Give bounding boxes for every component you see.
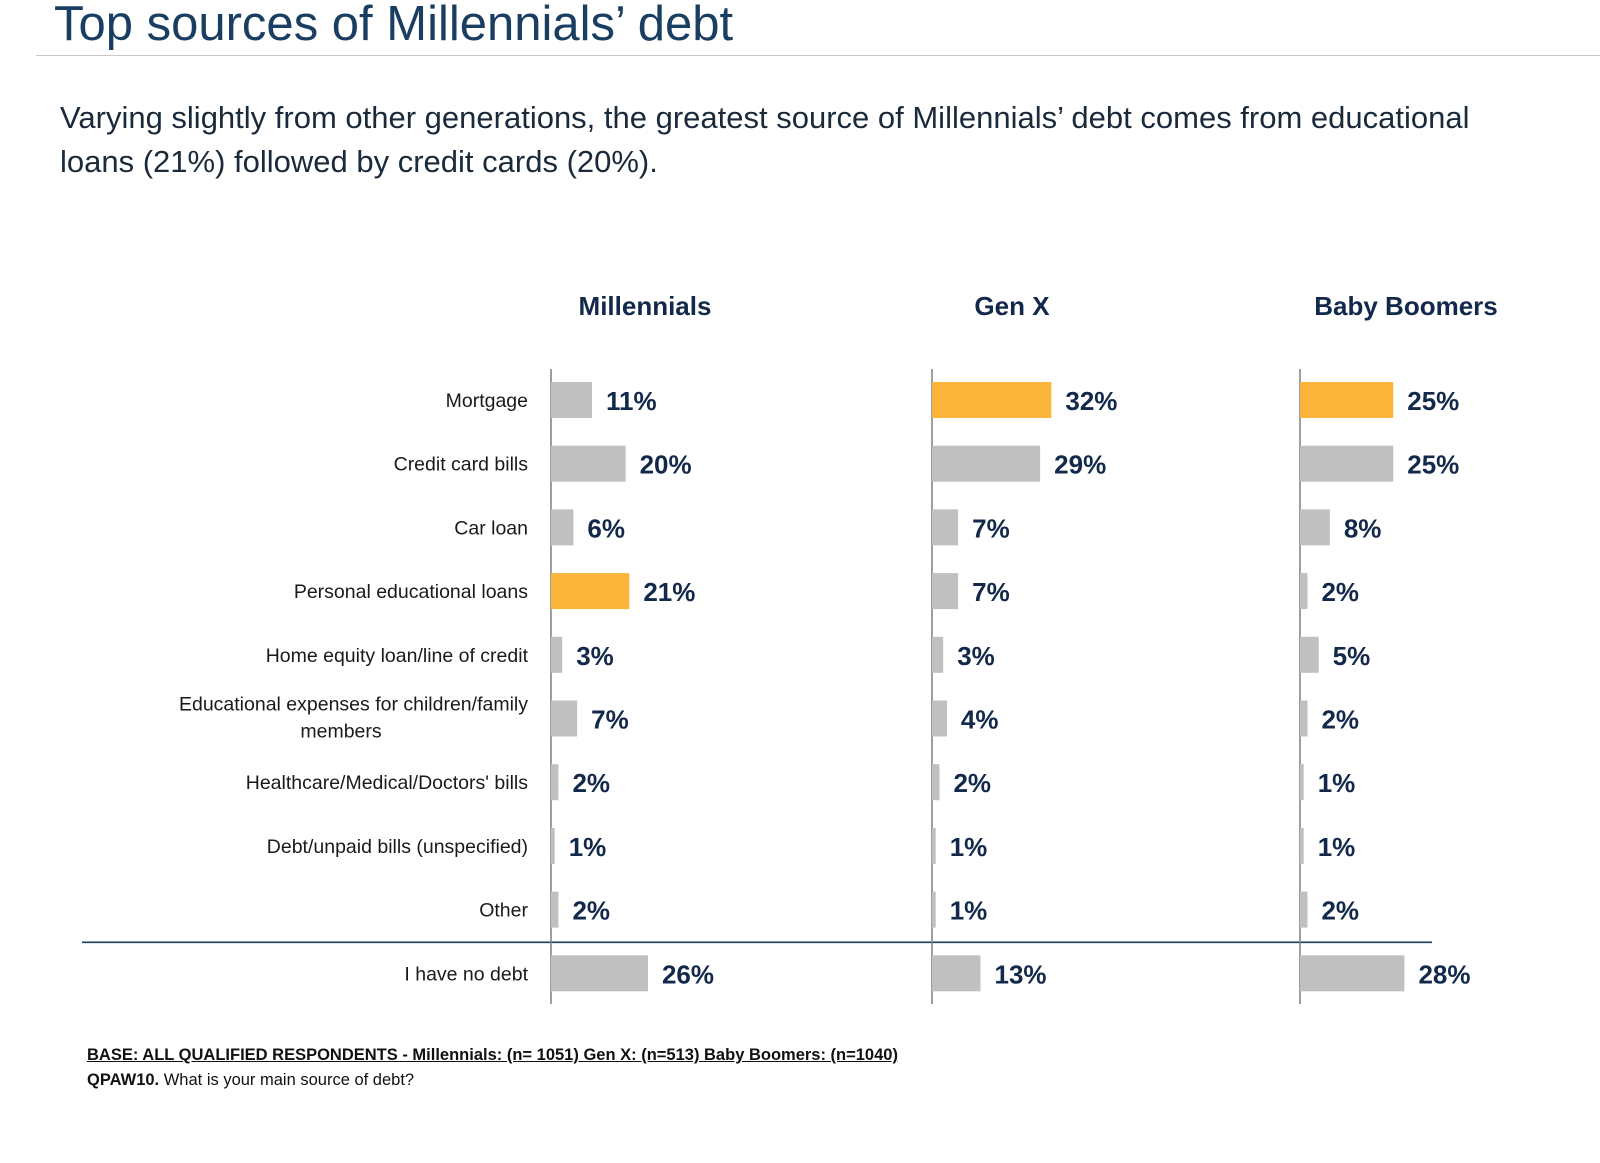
data-label: 1% <box>950 896 988 926</box>
panel-header: Gen X <box>974 291 1050 321</box>
bar <box>932 382 1052 418</box>
bar <box>932 827 936 864</box>
bar <box>551 891 559 928</box>
data-label: 25% <box>1407 450 1459 480</box>
data-label: 6% <box>587 513 625 543</box>
bar <box>551 573 630 610</box>
category-label: I have no debt <box>404 963 528 985</box>
slide-title: Top sources of Millennials’ debt <box>54 0 734 51</box>
bar <box>1300 382 1394 418</box>
footnote-question: QPAW10. What is your main source of debt… <box>87 1071 414 1090</box>
bar <box>1300 636 1319 673</box>
footnote-base: BASE: ALL QUALIFIED RESPONDENTS - Millen… <box>87 1046 898 1064</box>
bar <box>932 573 959 610</box>
data-label: 1% <box>1318 832 1356 862</box>
bar <box>1300 509 1330 546</box>
data-label: 25% <box>1407 386 1459 416</box>
category-label: Car loan <box>454 517 528 539</box>
data-label: 7% <box>591 705 629 735</box>
panel-header: Millennials <box>579 291 712 321</box>
bar <box>932 636 944 673</box>
category-label: Personal educational loans <box>294 581 528 603</box>
data-label: 26% <box>662 959 714 989</box>
data-label: 2% <box>953 768 991 798</box>
category-label: Home equity loan/line of credit <box>266 645 529 667</box>
slide-subtitle: Varying slightly from other generations,… <box>60 100 1470 179</box>
bar <box>551 700 578 737</box>
bar <box>551 955 648 992</box>
bar <box>932 764 940 801</box>
question-text: What is your main source of debt? <box>159 1071 415 1089</box>
data-label: 2% <box>1321 896 1359 926</box>
data-label: 7% <box>972 513 1010 543</box>
data-label: 1% <box>950 832 988 862</box>
bar <box>551 636 563 673</box>
data-label: 7% <box>972 577 1010 607</box>
bar <box>1300 827 1304 864</box>
category-label: Credit card bills <box>394 454 529 476</box>
bar <box>932 445 1041 482</box>
bar <box>551 445 626 482</box>
data-label: 32% <box>1065 386 1117 416</box>
data-label: 13% <box>994 959 1046 989</box>
bar <box>551 764 559 801</box>
bar <box>1300 764 1304 801</box>
data-label: 2% <box>1321 577 1359 607</box>
data-label: 8% <box>1344 513 1382 543</box>
data-label: 21% <box>643 577 695 607</box>
data-label: 20% <box>640 450 692 480</box>
data-label: 29% <box>1054 450 1106 480</box>
data-label: 1% <box>1318 768 1356 798</box>
category-label: Healthcare/Medical/Doctors' bills <box>246 772 528 794</box>
bar <box>932 700 947 737</box>
debt-sources-chart: Mortgage Credit card bills Car loan Persona… <box>82 291 1498 1004</box>
question-code: QPAW10. <box>87 1071 160 1089</box>
category-label: Other <box>479 900 528 922</box>
bar <box>551 382 593 418</box>
bar <box>932 509 959 546</box>
data-label: 2% <box>1321 705 1359 735</box>
bar <box>1300 573 1308 610</box>
bar <box>1300 955 1405 992</box>
bar <box>1300 891 1308 928</box>
data-label: 1% <box>569 832 607 862</box>
bar <box>551 827 555 864</box>
data-label: 11% <box>606 386 657 416</box>
data-label: 2% <box>572 768 610 798</box>
data-label: 3% <box>957 641 995 671</box>
category-label: Debt/unpaid bills (unspecified) <box>267 836 528 858</box>
data-label: 28% <box>1418 959 1470 989</box>
bar <box>932 891 936 928</box>
data-label: 4% <box>961 705 999 735</box>
category-label: Mortgage <box>446 390 528 412</box>
data-label: 5% <box>1333 641 1371 671</box>
bar <box>1300 445 1394 482</box>
bar <box>551 509 574 546</box>
bar <box>932 955 981 992</box>
title-divider <box>36 55 1600 56</box>
data-label: 3% <box>576 641 614 671</box>
panel-header: Baby Boomers <box>1314 291 1498 321</box>
bar <box>1300 700 1308 737</box>
category-label: Educational expenses for children/family… <box>179 694 528 743</box>
data-label: 2% <box>572 896 610 926</box>
